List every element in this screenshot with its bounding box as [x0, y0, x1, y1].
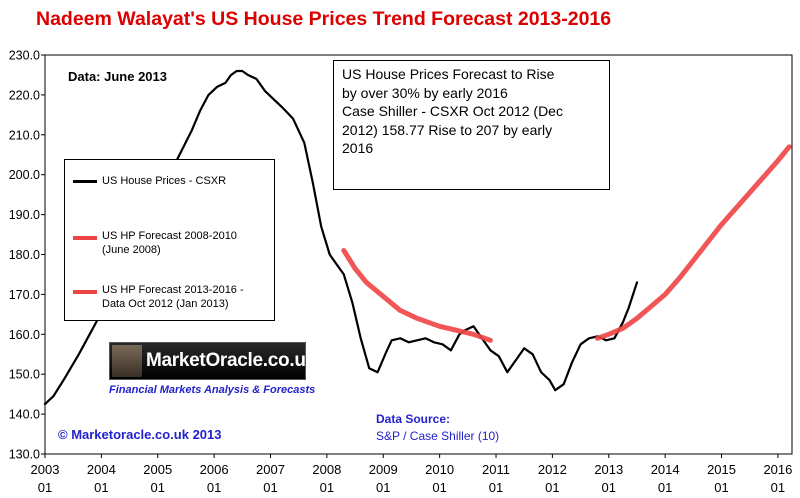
data-date-label: Data: June 2013: [68, 69, 167, 84]
x-tick-year-label: 2014: [651, 462, 680, 477]
legend-label-forecast-2008: US HP Forecast 2008-2010: [102, 230, 237, 242]
logo-subtitle: Financial Markets Analysis & Forecasts: [109, 381, 315, 399]
x-tick-month-label: 01: [94, 480, 108, 495]
x-tick-year-label: 2005: [143, 462, 172, 477]
x-tick-month-label: 01: [602, 480, 616, 495]
x-tick-year-label: 2012: [538, 462, 567, 477]
logo-banner: MarketOracle.co.uk: [109, 342, 316, 380]
legend-label-csxr: US House Prices - CSXR: [102, 175, 227, 187]
y-tick-label: 150.0: [9, 368, 40, 382]
tick-label-layer: 130.0 140.0 150.0 160.0 170.0 180.0 190.0 200.0…: [9, 49, 793, 496]
forecast-annotation-box: US House Prices Forecast to Rise by over…: [333, 60, 610, 190]
y-tick-label: 220.0: [9, 88, 40, 102]
x-tick-month-label: 01: [771, 480, 785, 495]
legend-swatch-forecast-2008: [73, 236, 97, 240]
marketoracle-logo: MarketOracle.co.uk Financial Markets Ana…: [109, 342, 316, 400]
x-tick-month-label: 01: [545, 480, 559, 495]
copyright-notice: © Marketoracle.co.uk 2013: [58, 427, 222, 442]
chart-legend: US House Prices - CSXR US HP Forecast 20…: [64, 159, 275, 321]
y-tick-label: 170.0: [9, 288, 40, 302]
x-tick-year-label: 2011: [482, 462, 510, 477]
annotation-line-1: US House Prices Forecast to Rise: [342, 66, 555, 82]
x-tick-month-label: 01: [263, 480, 277, 495]
legend-label-forecast-2013-sub: Data Oct 2012 (Jan 2013): [102, 298, 229, 310]
x-tick-month-label: 01: [38, 480, 52, 495]
y-tick-label: 210.0: [9, 128, 40, 142]
x-tick-month-label: 01: [320, 480, 334, 495]
legend-swatch-csxr: [73, 180, 97, 183]
annotation-line-5: 2016: [342, 140, 374, 156]
logo-text: MarketOracle.co.uk: [146, 350, 316, 371]
series-line-1: [341, 248, 493, 343]
x-tick-year-label: 2004: [87, 462, 116, 477]
legend-swatch-forecast-2013: [73, 290, 97, 294]
legend-label-forecast-2013: US HP Forecast 2013-2016 -: [102, 284, 244, 296]
annotation-line-3: Case Shiller - CSXR Oct 2012 (Dec: [342, 103, 563, 119]
y-tick-label: 140.0: [9, 408, 40, 422]
x-tick-year-label: 2003: [31, 462, 60, 477]
y-tick-label: 200.0: [9, 168, 40, 182]
data-source-box: Data Source: S&P / Case Shiller (10): [368, 408, 520, 446]
chart-title: Nadeem Walayat's US House Prices Trend F…: [36, 8, 612, 30]
x-tick-month-label: 01: [432, 480, 446, 495]
annotation-line-4: 2012) 158.77 Rise to 207 by early: [342, 121, 553, 138]
y-tick-label: 180.0: [9, 248, 40, 262]
series-line-0: [43, 69, 639, 406]
x-tick-month-label: 01: [658, 480, 672, 495]
y-tick-label: 130.0: [9, 448, 40, 462]
x-tick-month-label: 01: [714, 480, 728, 495]
y-tick-label: 230.0: [9, 49, 40, 63]
x-tick-year-label: 2009: [369, 462, 398, 477]
x-tick-month-label: 01: [151, 480, 165, 495]
annotation-line-2: by over 30% by early 2016: [342, 84, 508, 101]
y-tick-label: 160.0: [9, 328, 40, 342]
series-layer: [43, 69, 792, 406]
x-tick-month-label: 01: [207, 480, 221, 495]
series-line-2: [595, 144, 792, 341]
x-tick-year-label: 2013: [594, 462, 623, 477]
oracle-statue-icon: [112, 345, 142, 377]
x-tick-year-label: 2008: [312, 462, 341, 477]
x-tick-year-label: 2015: [707, 462, 736, 477]
y-tick-label: 190.0: [9, 208, 40, 222]
x-tick-year-label: 2010: [425, 462, 454, 477]
legend-label-forecast-2008-sub: (June 2008): [102, 244, 161, 256]
data-source-value: S&P / Case Shiller (10): [376, 429, 500, 443]
x-tick-year-label: 2006: [200, 462, 229, 477]
x-tick-month-label: 01: [489, 480, 503, 495]
x-tick-month-label: 01: [376, 480, 390, 495]
x-tick-year-label: 2007: [256, 462, 285, 477]
x-tick-year-label: 2016: [763, 462, 792, 477]
data-source-label: Data Source:: [376, 412, 451, 426]
